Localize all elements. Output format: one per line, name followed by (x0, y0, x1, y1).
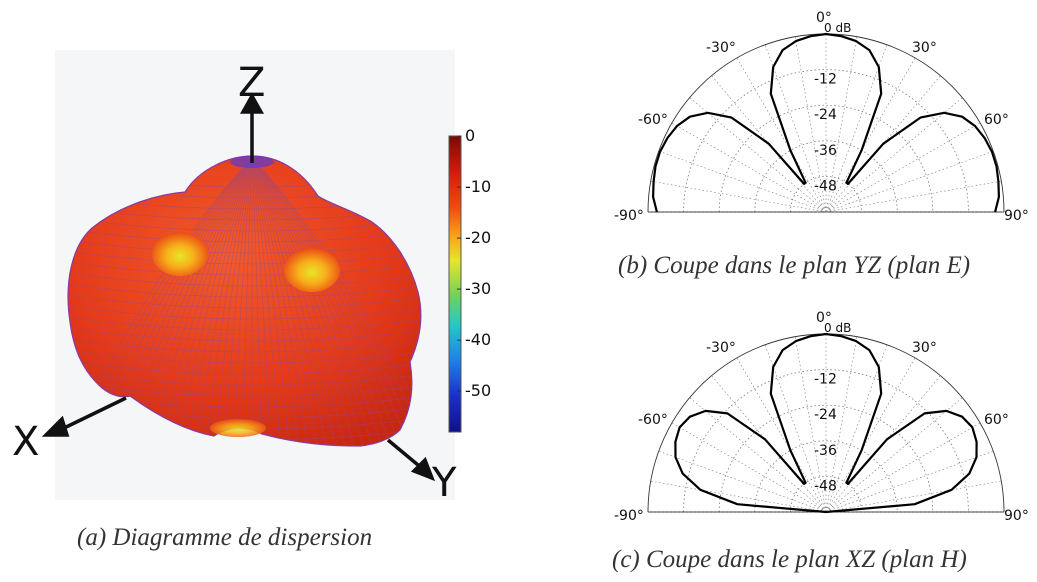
grid-spoke (671, 422, 827, 513)
caption-b: (b) Coupe dans le plan YZ (plan E) (618, 252, 971, 279)
colorbar: 0 -10 -20 -30 -40 -50 (448, 126, 491, 433)
colorbar-tick-label: -10 (465, 177, 491, 196)
grid-spoke (825, 97, 963, 213)
radial-label: -12 (814, 372, 837, 388)
angle-label-pos60: 60° (984, 112, 1009, 128)
angle-label-pos60: 60° (984, 412, 1009, 428)
y-axis-label: Y (431, 460, 457, 506)
axis-arrows (41, 92, 436, 482)
angle-label-pos90: 90° (1004, 508, 1029, 524)
grid-circle (790, 476, 862, 513)
caption-c: (c) Coupe dans le plan XZ (plan H) (612, 546, 967, 573)
polar-plot-xz: 0°0 dB -30° 30° -60° 60° -90° 90° -12 -24 -36 -48 (614, 310, 1029, 524)
angle-label-neg60: -60° (638, 112, 668, 128)
grid-spoke (825, 344, 888, 513)
null-region-bottom (210, 419, 266, 437)
angle-label-0: 0° (816, 10, 832, 26)
pattern-curve (652, 32, 1000, 213)
radial-label: -24 (814, 407, 837, 423)
grid-spoke (736, 357, 827, 513)
grid-spoke (671, 122, 827, 213)
grid-spoke (794, 36, 827, 213)
angle-label-0: 0° (816, 310, 832, 326)
grid-circle (754, 140, 898, 213)
angle-label-pos30: 30° (912, 340, 937, 356)
null-region-left (152, 232, 208, 276)
grid-spoke (658, 150, 827, 213)
grid-circle (718, 104, 934, 213)
grid-spoke (794, 336, 827, 513)
grid-spoke (825, 397, 963, 513)
grid-spoke (825, 480, 1002, 513)
grid-circle (790, 176, 862, 213)
colorbar-tick-label: -40 (465, 330, 491, 349)
colorbar-tick-label: -20 (465, 228, 491, 247)
grid-spoke (825, 357, 916, 513)
radial-label: -36 (814, 443, 837, 459)
grid-circle (718, 404, 934, 513)
radial-label: -12 (814, 72, 837, 88)
grid-spoke (689, 397, 827, 513)
grid-spoke (825, 450, 994, 513)
panel-b: 0° 0 dB -30° 30° -60° 60° -90° 90° -12 -24 -36 -48 … (600, 0, 1037, 300)
grid-spoke (825, 336, 858, 513)
colorbar-tick-label: 0 (465, 126, 475, 145)
colorbar-tick-label: -30 (465, 279, 491, 298)
grid-spoke (689, 97, 827, 213)
polar-plot-yz: 0°0 dB -30° 30° -60° 60° -90° 90° -12 -24 -36 -48 (614, 10, 1029, 224)
db-label: 0 dB (824, 21, 851, 35)
grid-circle (754, 440, 898, 513)
radial-label: -36 (814, 143, 837, 159)
grid-spoke (764, 344, 827, 513)
angle-label-neg30: -30° (706, 40, 736, 56)
grid-spoke (825, 150, 994, 213)
grid-spoke (650, 480, 827, 513)
colorbar-tick-label: -50 (465, 381, 491, 400)
radial-label: -48 (814, 178, 837, 194)
z-axis-label: Z (238, 60, 265, 106)
grid-spoke (825, 36, 858, 213)
radial-label: -48 (814, 478, 837, 494)
angle-label-pos90: 90° (1004, 208, 1029, 224)
angle-label-neg90: -90° (614, 208, 644, 224)
grid-spoke (764, 44, 827, 213)
null-region-right (284, 248, 340, 292)
grid-spoke (825, 180, 1002, 213)
angle-label-pos30: 30° (912, 40, 937, 56)
grid-spoke (825, 57, 916, 213)
radial-label: -24 (814, 107, 837, 123)
caption-a: (a) Diagramme de dispersion (77, 524, 373, 551)
db-label: 0 dB (824, 321, 851, 335)
angle-label-neg30: -30° (706, 340, 736, 356)
pattern-curve (674, 332, 978, 514)
panel-a: Z X Y 0 -10 -20 -30 -40 -50 (a) Diagramme de … (12, 50, 491, 551)
grid-spoke (825, 122, 981, 213)
radiation-pattern-3d: Z X Y 0 -10 -20 -30 -40 -50 (12, 50, 491, 506)
grid-spoke (825, 44, 888, 213)
panel-c: 0° 0 dB -30° 30° -60° 60° -90° 90° -12 -24 -36 -48 … (600, 300, 1037, 582)
grid-spoke (825, 422, 981, 513)
grid-spoke (736, 57, 827, 213)
angle-label-neg60: -60° (638, 412, 668, 428)
angle-label-neg90: -90° (614, 508, 644, 524)
x-axis-label: X (12, 419, 39, 465)
grid-spoke (650, 180, 827, 213)
grid-spoke (658, 450, 827, 513)
